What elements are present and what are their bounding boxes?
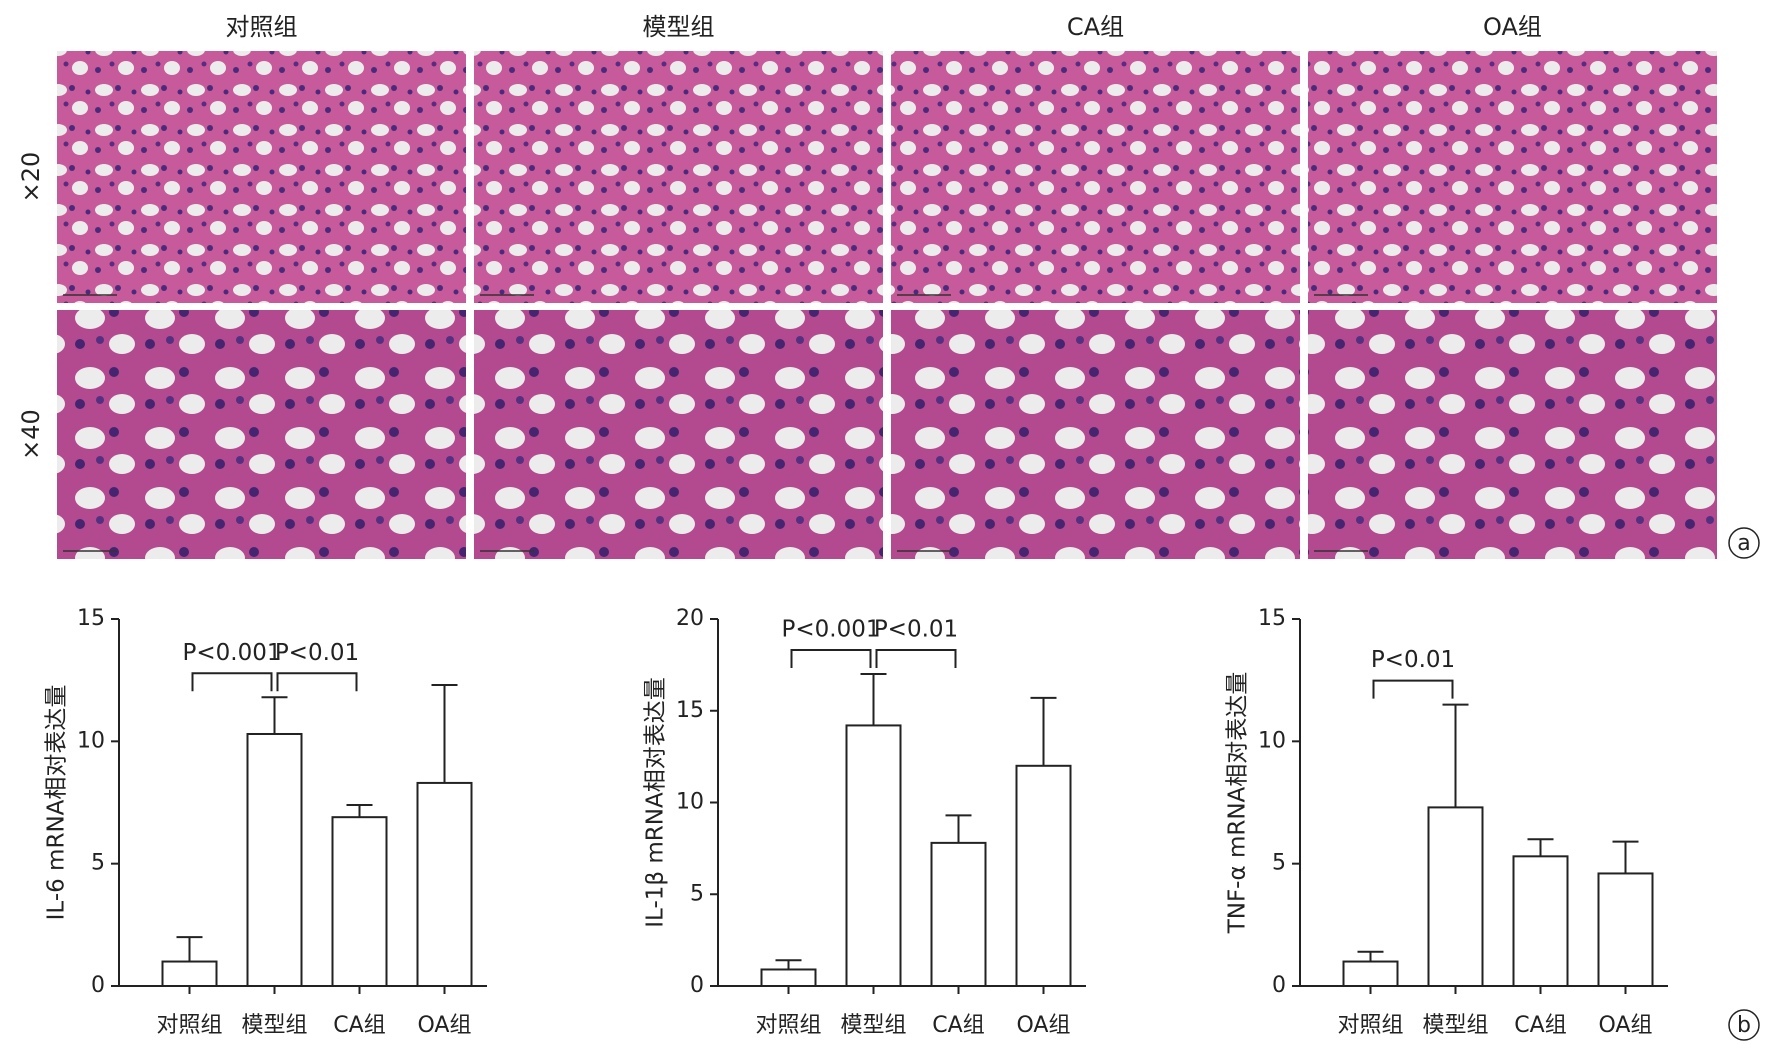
y-tick-label: 10 [77,728,105,753]
y-axis-label: TNF-α mRNA相对表达量 [1225,672,1251,935]
bar [331,816,388,987]
x-tick-label: CA组 [932,1013,984,1038]
bar [930,841,987,987]
micrograph [1308,310,1717,559]
y-tick-label: 10 [1258,728,1286,753]
significance-label: P<0.01 [874,617,958,643]
panel-label: a [1737,531,1750,556]
x-tick-label: 模型组 [241,1013,307,1038]
bar [1015,764,1072,987]
significance-bracket [875,649,957,669]
y-tick-label: 10 [676,790,704,815]
x-tick-label: 模型组 [840,1013,906,1038]
y-axis-label: IL-6 mRNA相对表达量 [44,685,70,921]
y-tick-label: 0 [91,973,105,998]
y-tick-label: 5 [1272,851,1286,876]
significance-bracket [790,649,872,669]
row-label: ×20 [17,152,45,203]
significance-label: P<0.001 [183,640,282,666]
bar [845,724,902,987]
x-tick-label: CA组 [333,1013,385,1038]
micrograph [474,51,883,303]
micrograph [474,310,883,559]
micrograph [57,310,466,559]
x-tick-label: CA组 [1514,1013,1566,1038]
significance-label: P<0.01 [275,640,359,666]
bar [416,781,473,988]
bar [161,960,218,987]
x-tick-label: 模型组 [1422,1013,1488,1038]
significance-bracket [191,672,273,692]
label-circle [1728,527,1760,559]
bar [246,732,303,988]
y-tick-label: 5 [690,881,704,906]
bar [1342,960,1399,987]
micrograph [57,51,466,303]
column-label: 模型组 [643,13,715,41]
y-tick-label: 15 [1258,606,1286,631]
bar [760,968,817,987]
column-label: CA组 [1067,13,1124,41]
y-tick-label: 0 [690,973,704,998]
micrograph [891,51,1300,303]
micrograph [891,310,1300,559]
x-tick-label: 对照组 [755,1013,821,1038]
significance-bracket [276,672,358,692]
column-label: 对照组 [226,13,298,41]
panel-a: 对照组 模型组 CA组 OA组 ×20 ×40 [17,13,1717,559]
significance-label: P<0.01 [1371,647,1455,673]
x-tick-label: OA组 [418,1013,472,1038]
y-tick-label: 5 [91,851,105,876]
y-tick-label: 15 [77,606,105,631]
bar [1427,806,1484,987]
x-tick-label: OA组 [1017,1013,1071,1038]
micrograph [1308,51,1717,303]
significance-label: P<0.001 [782,617,881,643]
bar [1512,855,1569,987]
x-tick-label: 对照组 [1337,1013,1403,1038]
panel-label: b [1737,1013,1751,1038]
y-tick-label: 0 [1272,973,1286,998]
row-label: ×40 [17,409,45,460]
bar [1597,872,1654,987]
y-tick-label: 20 [676,606,704,631]
x-tick-label: OA组 [1599,1013,1653,1038]
column-label: OA组 [1483,13,1542,41]
x-tick-label: 对照组 [156,1013,222,1038]
y-axis-label: IL-1β mRNA相对表达量 [643,677,669,927]
label-circle [1728,1009,1760,1041]
y-tick-label: 15 [676,698,704,723]
significance-bracket [1372,679,1454,699]
